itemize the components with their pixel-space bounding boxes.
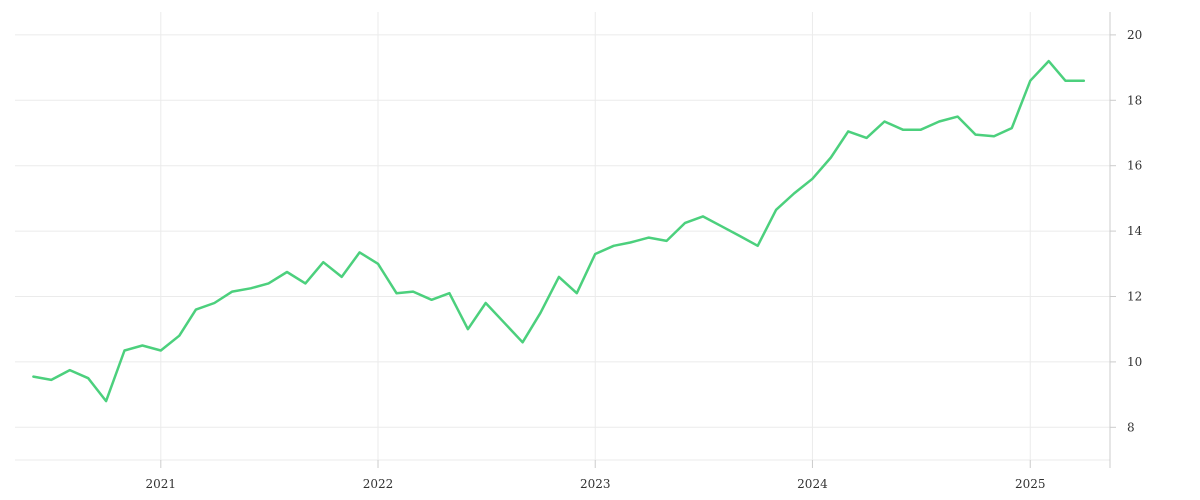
vertical-gridlines [160, 12, 1031, 460]
y-tick-label: 16 [1127, 159, 1142, 173]
horizontal-gridlines [15, 34, 1110, 461]
y-axis-ticks: 8 10 12 14 16 18 20 [1110, 28, 1143, 434]
x-tick-label: 2021 [146, 477, 177, 491]
x-tick-label: 2025 [1015, 477, 1046, 491]
y-tick-label: 14 [1127, 224, 1143, 238]
x-tick-label: 2022 [363, 477, 394, 491]
y-tick-label: 18 [1127, 93, 1142, 107]
x-tick-label: 2024 [797, 477, 828, 491]
y-tick-label: 20 [1127, 28, 1142, 42]
x-axis-ticks: 2021 2022 2023 2024 2025 [146, 460, 1046, 491]
y-tick-label: 12 [1127, 289, 1142, 303]
y-tick-label: 10 [1127, 355, 1142, 369]
series-layer [32, 59, 1086, 403]
y-tick-label: 8 [1127, 420, 1135, 434]
x-tick-label: 2023 [580, 477, 611, 491]
series-line [32, 59, 1086, 403]
